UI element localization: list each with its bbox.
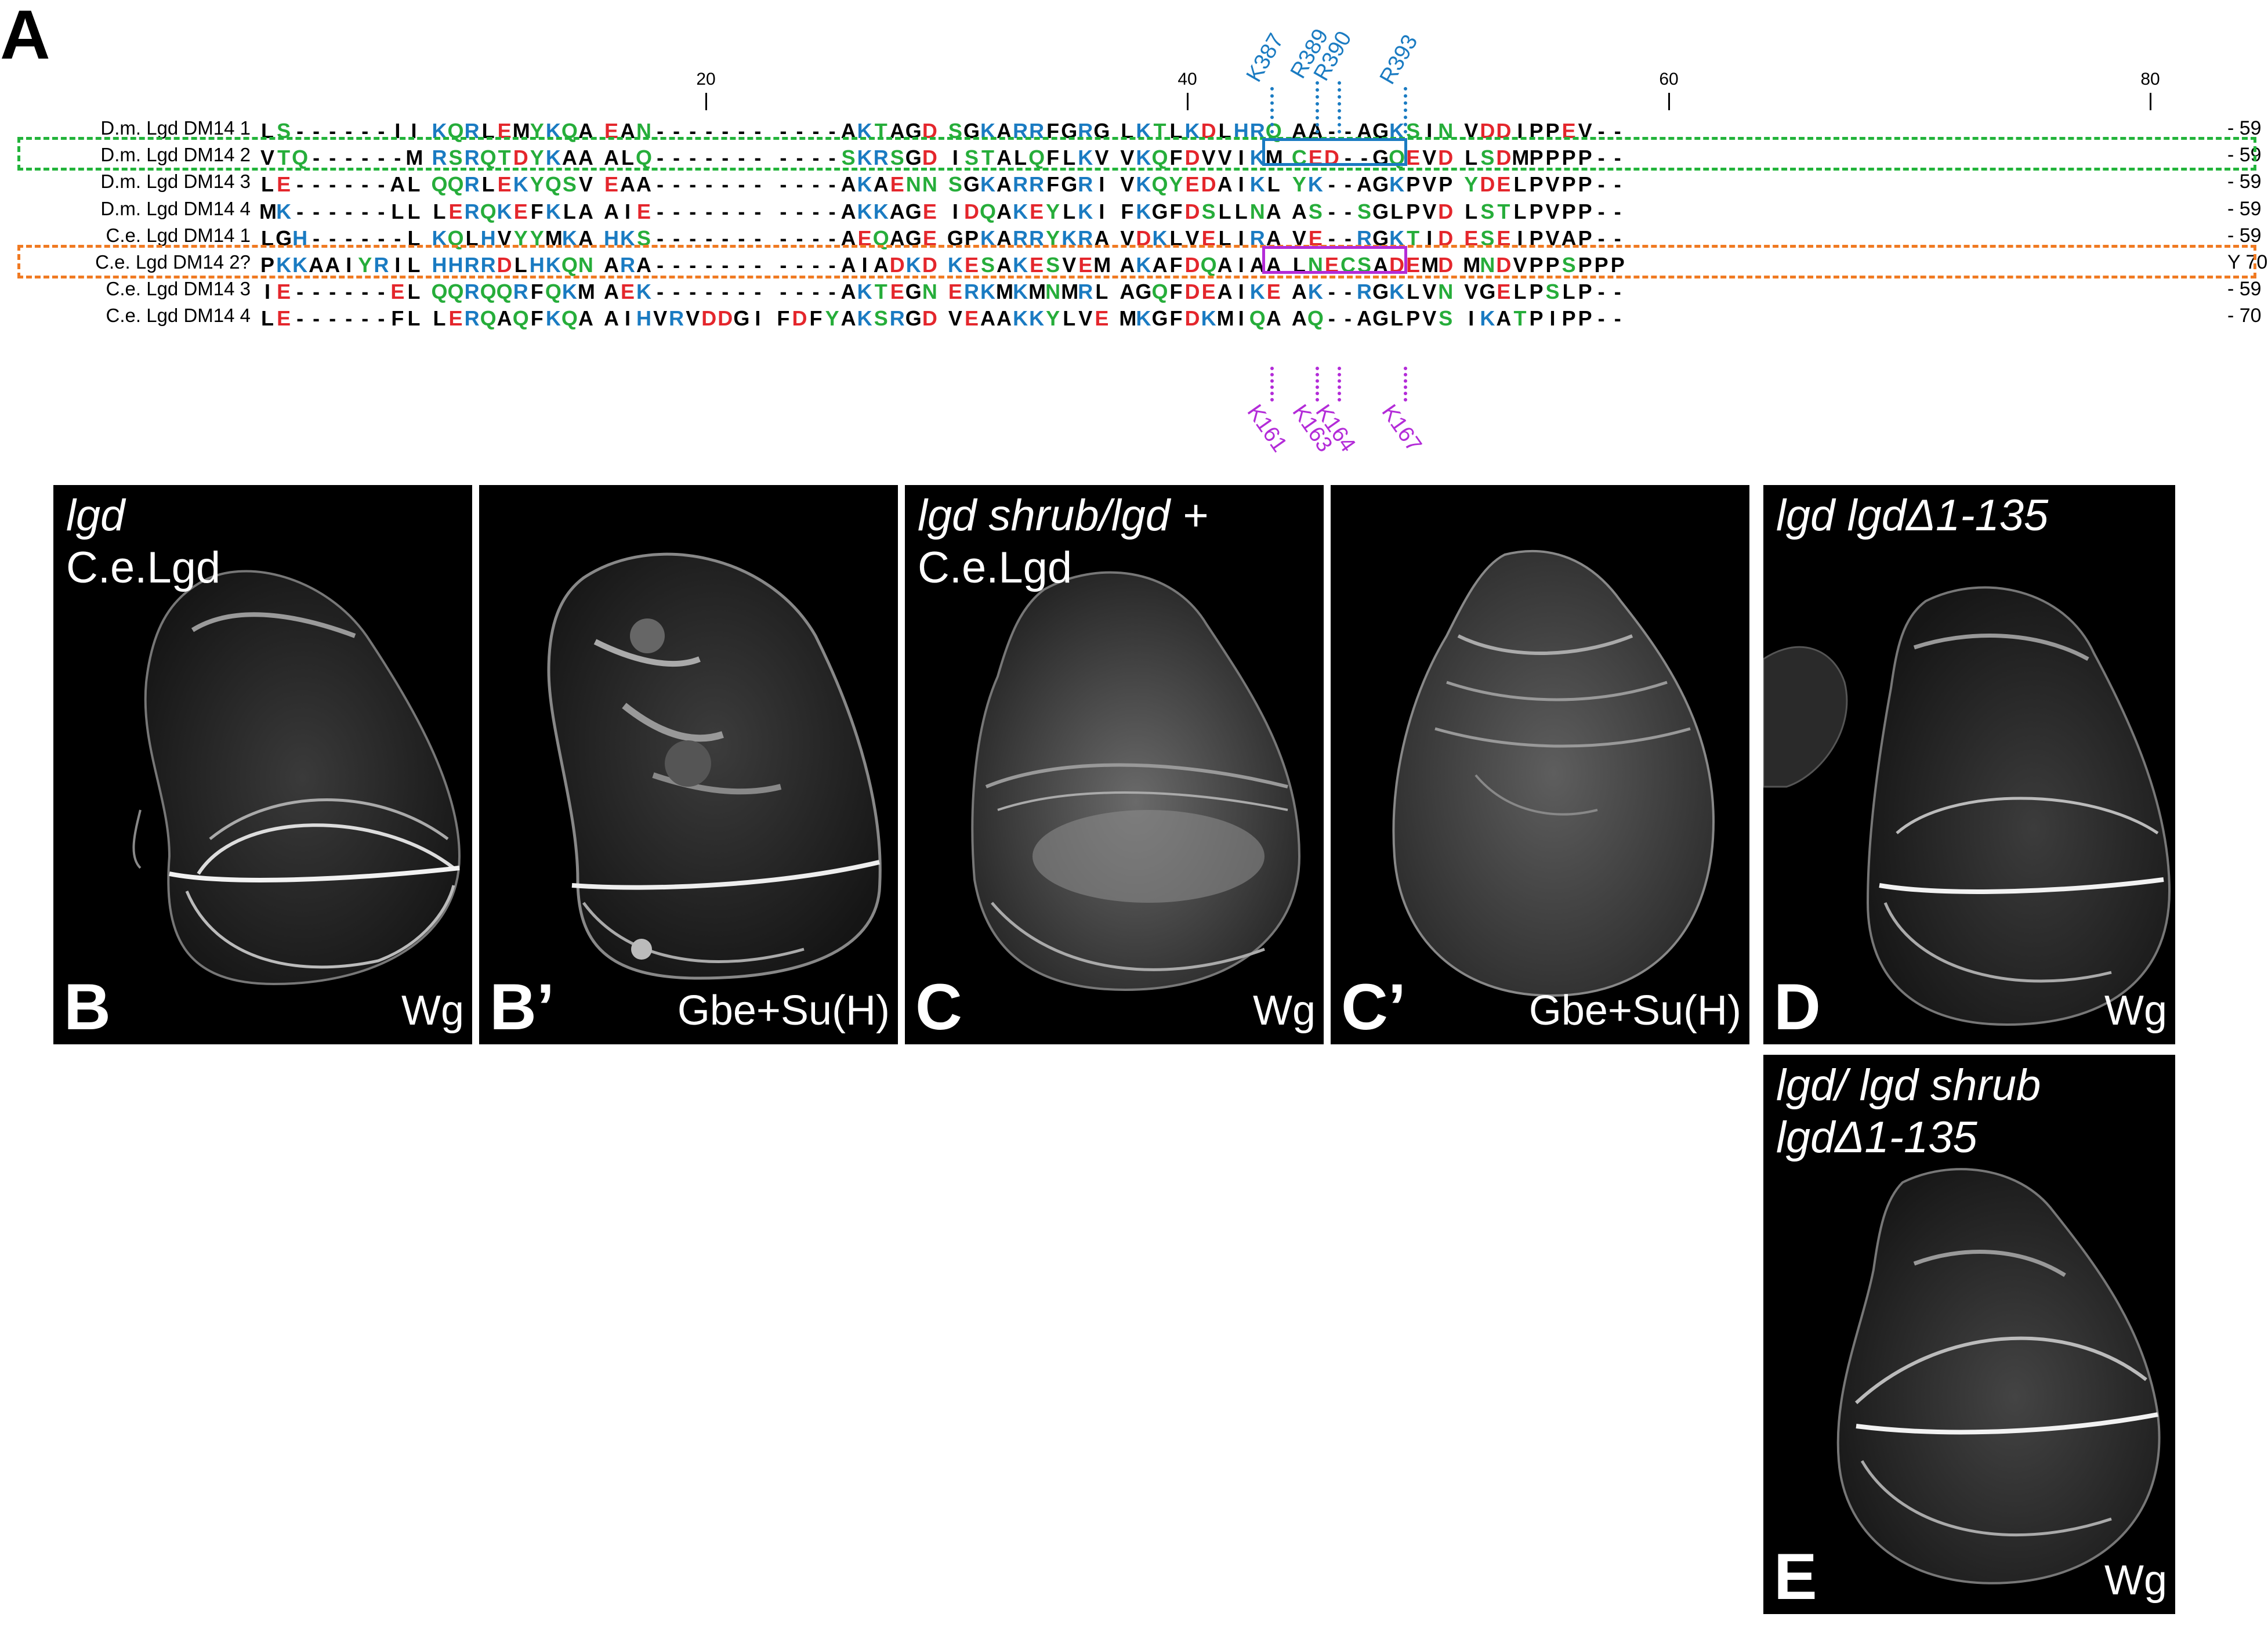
ce-row1-highlight-box	[17, 245, 2256, 278]
wing-disc-image-e	[1836, 1168, 2161, 1584]
sequence-residues: V TQ - - - - - - M RSRQT DYKAA A LQ - - - - - - - - - - - SKR…	[260, 146, 1621, 170]
k164-dotted-line	[1338, 367, 1341, 401]
wing-disc-image-d	[1763, 586, 2171, 1026]
wing-disc-image-c2	[1392, 549, 1715, 997]
panel-b-stain: Wg	[401, 987, 464, 1034]
panel-b-letter: B	[64, 971, 111, 1043]
panel-d-caption: lgd lgdΔ1-135	[1776, 490, 2048, 542]
panel-c-image: lgd shrub/lgd + C.e.Lgd C Wg	[905, 485, 1324, 1044]
sequence-length: - 59	[2227, 224, 2262, 247]
sequence-length: - 59	[2227, 117, 2262, 139]
ruler-tick	[1187, 93, 1189, 110]
panel-b-caption: lgd C.e.Lgd	[66, 490, 220, 594]
site-label-k161: K161	[1242, 400, 1292, 457]
panel-e-stain: Wg	[2104, 1557, 2167, 1604]
panel-c-caption: lgd shrub/lgd + C.e.Lgd	[918, 490, 1208, 594]
panel-e-letter: E	[1774, 1540, 1817, 1613]
panel-b-genotype: lgd	[66, 491, 125, 540]
panel-c2-image: C’ Gbe+Su(H)	[1331, 485, 1749, 1044]
ruler-tick	[2150, 93, 2151, 110]
panel-a-label: A	[0, 0, 50, 74]
wing-disc-image-c	[971, 571, 1301, 992]
panel-b-construct: C.e.Lgd	[66, 543, 221, 592]
ruler-number: 40	[1178, 70, 1197, 89]
sequence-name: C.e. Lgd DM14 3	[106, 278, 251, 300]
dm-kr-motif-box	[1262, 138, 1407, 166]
panel-c-stain: Wg	[1253, 987, 1316, 1034]
sequence-length: - 70	[2227, 305, 2262, 327]
r393-dotted-line	[1404, 87, 1407, 133]
sequence-length: Y 70	[2227, 251, 2268, 273]
panel-e-genotype-line2: lgdΔ1-135	[1776, 1113, 1977, 1162]
panel-e-image: lgd/ lgd shrub lgdΔ1-135 E Wg	[1763, 1055, 2175, 1614]
panel-e-genotype: lgd/ lgd shrub	[1776, 1061, 2041, 1110]
sequence-length: - 59	[2227, 278, 2262, 301]
sequence-name: D.m. Lgd DM14 4	[100, 197, 251, 219]
panel-c-letter: C	[915, 971, 962, 1043]
r389-dotted-line	[1316, 81, 1319, 133]
sequence-name: D.m. Lgd DM14 2	[100, 144, 251, 166]
panel-d-letter: D	[1774, 971, 1821, 1043]
panel-e-caption: lgd/ lgd shrub lgdΔ1-135	[1776, 1059, 2041, 1164]
wing-disc-image-b2	[547, 552, 882, 980]
panel-c-construct: C.e.Lgd	[918, 543, 1073, 592]
k167-dotted-line	[1404, 367, 1407, 401]
sequence-name: C.e. Lgd DM14 1	[106, 224, 251, 246]
k161-dotted-line	[1270, 367, 1274, 401]
ruler-number: 80	[2140, 70, 2160, 89]
k163-dotted-line	[1316, 367, 1319, 401]
sequence-name: C.e. Lgd DM14 4	[106, 305, 251, 327]
panel-d-genotype: lgd lgdΔ1-135	[1776, 491, 2049, 540]
sequence-name: D.m. Lgd DM14 3	[100, 171, 251, 193]
site-label-k167: K167	[1376, 400, 1426, 457]
sequence-length: - 59	[2227, 197, 2262, 220]
sequence-length: - 59	[2227, 171, 2262, 193]
sequence-name: C.e. Lgd DM14 2?	[95, 251, 251, 273]
panel-b2-image: B’ Gbe+Su(H)	[479, 485, 898, 1044]
panel-d-image: lgd lgdΔ1-135 D Wg	[1763, 485, 2175, 1044]
panel-b-image: lgd C.e.Lgd B Wg	[53, 485, 472, 1044]
ruler-tick	[1668, 93, 1670, 110]
r390-dotted-line	[1338, 81, 1341, 133]
wing-disc-image-b	[132, 570, 461, 986]
ruler-number: 60	[1659, 70, 1679, 89]
panel-b2-stain: Gbe+Su(H)	[677, 987, 890, 1034]
panel-c-genotype: lgd shrub/lgd +	[918, 491, 1208, 540]
panel-b2-letter: B’	[490, 971, 555, 1043]
dm-row3-highlight-box	[17, 137, 2256, 171]
panel-c2-letter: C’	[1341, 971, 1406, 1043]
panel-c2-stain: Gbe+Su(H)	[1528, 987, 1741, 1034]
k387-dotted-line	[1270, 87, 1274, 133]
ruler-tick	[705, 93, 707, 110]
panel-d-stain: Wg	[2104, 987, 2167, 1034]
ruler-number: 20	[696, 70, 716, 89]
sequence-name: D.m. Lgd DM14 1	[100, 117, 251, 139]
ce-kr-motif-box	[1262, 246, 1407, 274]
